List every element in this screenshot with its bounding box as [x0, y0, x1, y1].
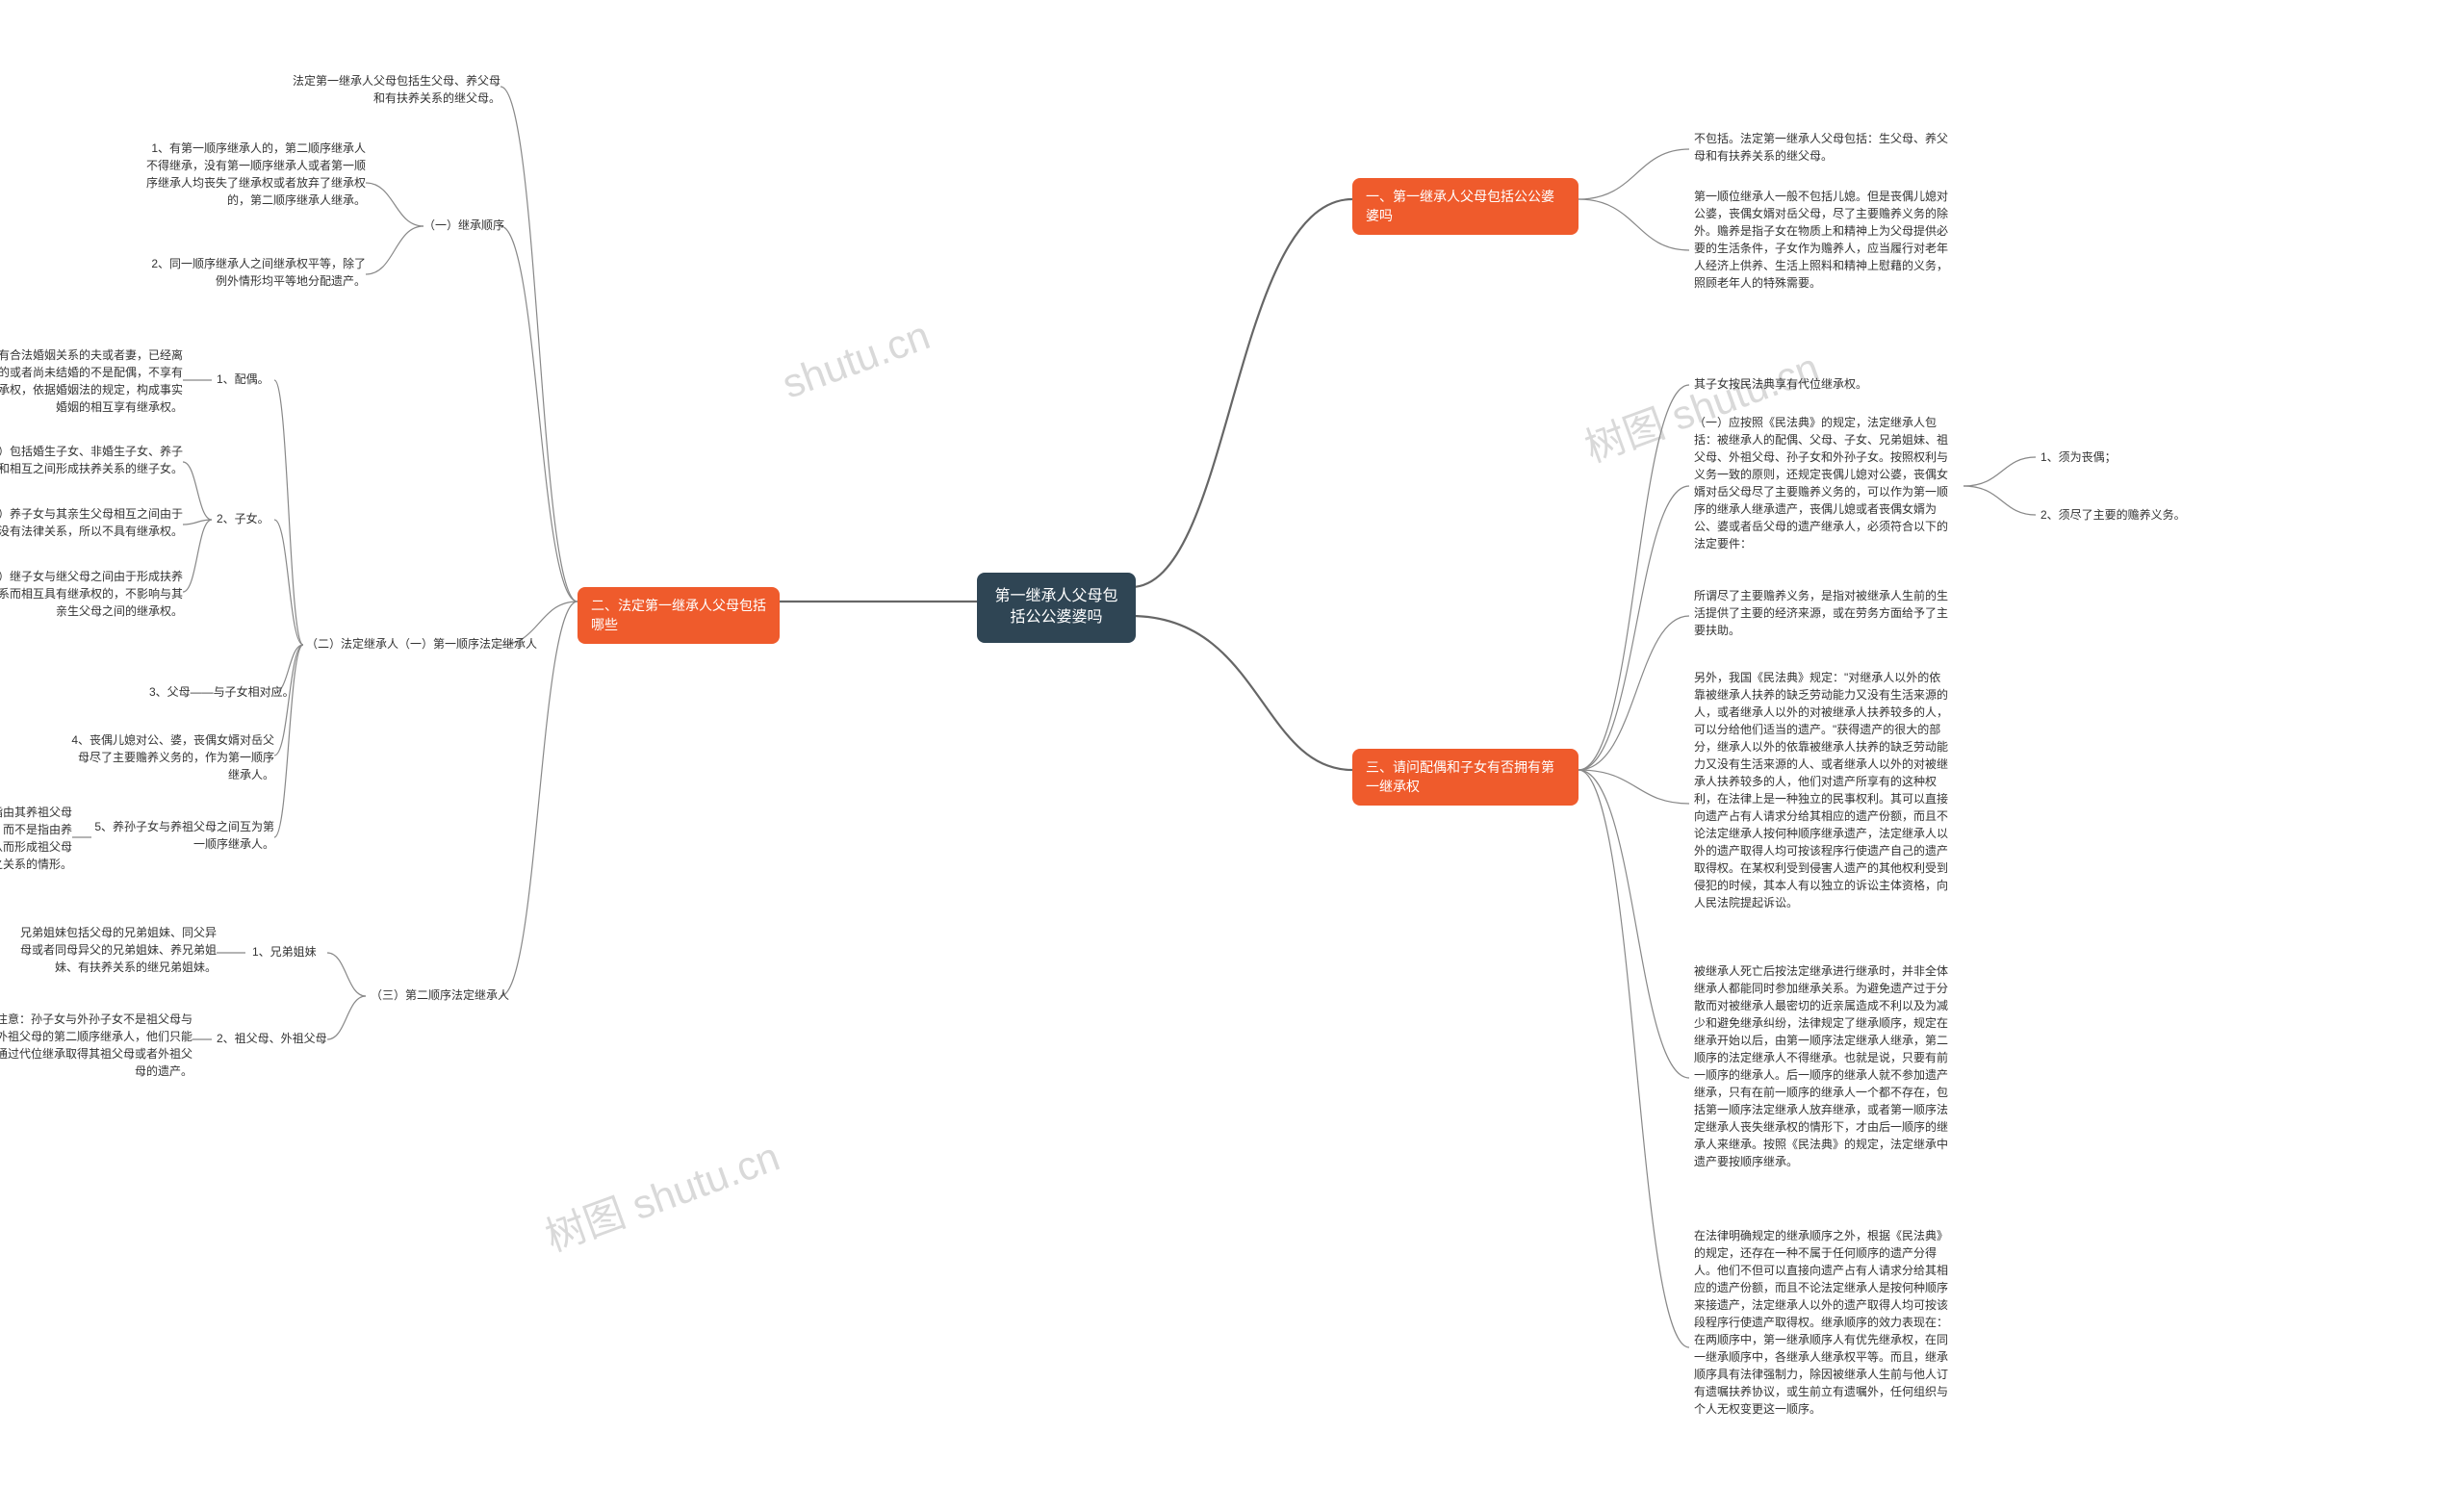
b2-s2: （二）法定继承人（一）第一顺序法定继承人: [306, 636, 537, 653]
b2-s2-3: 3、父母——与子女相对应。: [149, 684, 295, 701]
b2-s3-1d: 兄弟姐妹包括父母的兄弟姐妹、同父异母或者同母异父的兄弟姐妹、养兄弟姐妹、有扶养关…: [14, 924, 217, 976]
b3-leaf-4: 另外，我国《民法典》规定："对继承人以外的依靠被继承人扶养的缺乏劳动能力又没有生…: [1694, 669, 1949, 911]
watermark: shutu.cn: [777, 312, 937, 407]
b2-s3-1: 1、兄弟姐妹: [252, 944, 317, 960]
b2-s2-1: 1、配偶。: [217, 371, 270, 388]
b3-leaf-6: 在法律明确规定的继承顺序之外，根据《民法典》的规定，还存在一种不属于任何顺序的遗…: [1694, 1227, 1949, 1418]
b2-s3-2: 2、祖父母、外祖父母: [217, 1031, 327, 1047]
b3-leaf-2-c1: 1、须为丧偶；: [2040, 448, 2185, 466]
b2-s1-1: 1、有第一顺序继承人的，第二顺序继承人不得继承，没有第一顺序继承人或者第一顺序继…: [144, 140, 366, 209]
b3-leaf-2-c2: 2、须尽了主要的赡养义务。: [2040, 506, 2204, 524]
b2-s2-2b: （2）养子女与其亲生父母相互之间由于没有法律关系，所以不具有继承权。: [0, 505, 183, 540]
b2-leaf-0: 法定第一继承人父母包括生父母、养父母和有扶养关系的继父母。: [284, 72, 500, 107]
b3-leaf-5: 被继承人死亡后按法定继承进行继承时，并非全体继承人都能同时参加继承关系。为避免遗…: [1694, 962, 1949, 1170]
b3-leaf-3: 所谓尽了主要赡养义务，是指对被继承人生前的生活提供了主要的经济来源，或在劳务方面…: [1694, 587, 1949, 639]
b2-s2-2a: （1）包括婚生子女、非婚生子女、养子女和相互之间形成扶养关系的继子女。: [0, 443, 183, 477]
b2-s2-2c: （3）继子女与继父母之间由于形成扶养关系而相互具有继承权的，不影响与其亲生父母之…: [0, 568, 183, 620]
b2-s3: （三）第二顺序法定继承人: [371, 987, 509, 1004]
b2-s2-5: 5、养孙子女与养祖父母之间互为第一顺序继承人。: [91, 818, 274, 853]
branch-3: 三、请问配偶和子女有否拥有第一继承权: [1352, 749, 1578, 806]
b3-leaf-1: 其子女按民法典享有代位继承权。: [1694, 375, 1949, 393]
b3-leaf-2: （一）应按照《民法典》的规定，法定继承人包括：被继承人的配偶、父母、子女、兄弟姐…: [1694, 414, 1949, 552]
b2-s2-4: 4、丧偶儿媳对公、婆，丧偶女婿对岳父母尽了主要赡养义务的，作为第一顺序继承人。: [67, 731, 274, 783]
branch-2: 二、法定第一继承人父母包括哪些: [578, 587, 780, 644]
watermark: 树图 shutu.cn: [536, 1124, 786, 1263]
root-node: 第一继承人父母包括公公婆婆吗: [977, 573, 1136, 643]
b2-s3-2d: 注意：孙子女与外孙子女不是祖父母与外祖父母的第二顺序继承人，他们只能通过代位继承…: [0, 1011, 192, 1080]
b2-s1-2: 2、同一顺序继承人之间继承权平等，除了例外情形均平等地分配遗产。: [144, 255, 366, 290]
b2-s1: （一）继承顺序: [424, 218, 504, 234]
b1-leaf-1: 不包括。法定第一继承人父母包括：生父母、养父母和有扶养关系的继父母。: [1694, 130, 1949, 165]
b2-s2-1d: 即有合法婚姻关系的夫或者妻，已经离婚的或者尚未结婚的不是配偶，不享有继承权，依据…: [0, 346, 183, 416]
b1-leaf-2: 第一顺位继承人一般不包括儿媳。但是丧偶儿媳对公婆，丧偶女婿对岳父母，尽了主要赡养…: [1694, 188, 1949, 292]
b2-s2-2: 2、子女。: [217, 511, 270, 527]
b2-s2-5d: 这里所谓的养孙子女，是指由其养祖父母直接收养为孙子女的情形，而不是指由养祖父母的…: [0, 804, 72, 873]
connector-layer: [0, 0, 2464, 1511]
branch-1: 一、第一继承人父母包括公公婆婆吗: [1352, 178, 1578, 235]
